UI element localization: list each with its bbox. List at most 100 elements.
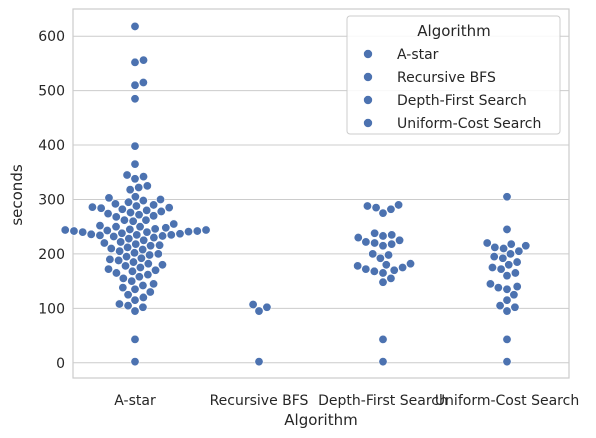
data-point	[134, 183, 144, 193]
data-point	[102, 226, 112, 236]
data-point	[130, 159, 140, 169]
legend-entry: Uniform-Cost Search	[397, 116, 541, 132]
data-point	[406, 259, 416, 269]
data-point	[130, 80, 140, 90]
data-point	[151, 265, 161, 275]
data-point	[111, 212, 121, 222]
data-point	[139, 55, 149, 65]
data-point	[371, 203, 381, 213]
data-point	[369, 266, 379, 276]
data-point	[138, 302, 148, 312]
legend-entry: Recursive BFS	[397, 70, 496, 86]
x-axis-ticks: A-star Recursive BFS Depth-First SearchUni…	[114, 393, 579, 409]
data-point	[149, 279, 159, 289]
data-point	[143, 270, 153, 280]
data-point	[69, 226, 79, 236]
data-point	[495, 301, 505, 311]
y-tick-label: 100	[38, 301, 65, 317]
data-point	[248, 300, 258, 310]
data-point	[149, 233, 159, 243]
y-tick-label: 0	[56, 356, 65, 372]
data-point	[169, 219, 179, 229]
y-tick-label: 600	[38, 29, 65, 45]
data-point	[164, 203, 174, 213]
data-point	[146, 241, 156, 251]
data-point	[117, 228, 127, 238]
data-point	[130, 141, 140, 151]
data-point	[161, 223, 171, 233]
data-point	[138, 245, 148, 255]
data-point	[521, 241, 531, 251]
y-tick-label: 300	[38, 192, 65, 208]
data-point	[512, 257, 522, 267]
data-point	[378, 277, 388, 287]
data-point	[131, 239, 141, 249]
data-point	[130, 174, 140, 184]
data-point	[378, 231, 388, 241]
data-point	[378, 241, 388, 251]
y-tick-label: 200	[38, 247, 65, 263]
data-point	[370, 228, 380, 238]
data-point	[127, 276, 137, 286]
data-point	[99, 238, 109, 248]
data-point	[123, 197, 133, 207]
data-point	[135, 263, 145, 273]
legend-entry: A-star	[397, 47, 439, 63]
data-point	[145, 287, 155, 297]
data-point	[139, 235, 149, 245]
x-tick-label: A-star	[114, 393, 156, 409]
data-point	[95, 221, 105, 231]
data-point	[149, 200, 159, 210]
data-point	[125, 224, 135, 234]
legend-marker	[363, 49, 373, 59]
data-point	[499, 243, 509, 253]
legend-title: Algorithm	[417, 22, 490, 40]
data-point	[370, 238, 380, 248]
data-point	[123, 301, 133, 311]
data-point	[387, 239, 397, 249]
legend-marker	[363, 118, 373, 128]
data-point	[262, 302, 272, 312]
x-tick-label: Uniform-Cost Search	[435, 393, 579, 409]
data-point	[482, 238, 492, 248]
data-point	[395, 235, 405, 245]
data-point	[502, 306, 512, 316]
data-point	[368, 249, 378, 259]
data-point	[136, 253, 146, 263]
data-point	[130, 94, 140, 104]
data-point	[353, 261, 363, 271]
data-point	[156, 206, 166, 216]
legend-entries: A-star Recursive BFS Depth-First Search Uni…	[363, 47, 541, 132]
data-point	[490, 242, 500, 252]
data-point	[502, 284, 512, 294]
data-point	[128, 257, 138, 267]
data-point	[103, 209, 113, 219]
data-point	[134, 210, 144, 220]
data-point	[502, 271, 512, 281]
data-point	[505, 249, 515, 259]
data-point	[514, 246, 524, 256]
data-point	[254, 306, 264, 316]
data-point	[130, 295, 140, 305]
data-point	[158, 231, 168, 241]
data-point	[510, 268, 520, 278]
data-point	[86, 229, 96, 239]
data-point	[489, 252, 499, 262]
data-point	[498, 253, 508, 263]
data-point	[394, 200, 404, 210]
data-point	[502, 224, 512, 234]
data-point	[362, 201, 372, 211]
data-point	[125, 185, 135, 195]
data-point	[504, 260, 514, 270]
y-tick-label: 400	[38, 138, 65, 154]
data-point	[175, 229, 185, 239]
data-point	[141, 215, 151, 225]
legend-entry: Depth-First Search	[397, 93, 527, 109]
data-point	[109, 231, 119, 241]
data-point	[509, 290, 519, 300]
data-point	[135, 222, 145, 232]
data-point	[153, 249, 163, 259]
data-point	[387, 230, 397, 240]
data-point	[132, 230, 142, 240]
